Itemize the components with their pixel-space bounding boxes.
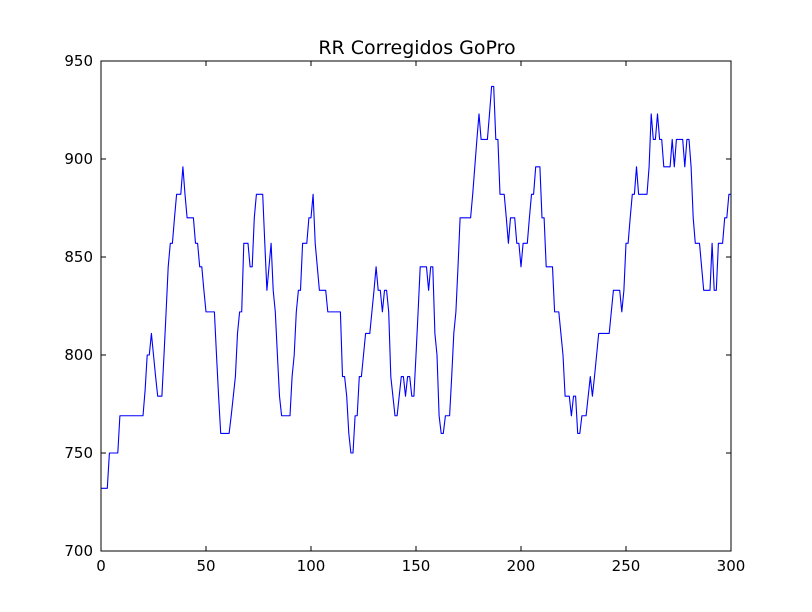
x-tick-label: 0 xyxy=(96,557,106,575)
y-tick-label: 900 xyxy=(64,150,93,168)
x-tick-label: 100 xyxy=(297,557,326,575)
plot-area: 0 50 100 150 200 250 300 700 750 800 850 900 950 xyxy=(64,52,745,575)
y-tick-label: 950 xyxy=(64,52,93,70)
series-line-0 xyxy=(101,85,731,489)
y-tick-label: 700 xyxy=(64,542,93,560)
x-tick-label: 200 xyxy=(507,557,536,575)
x-tick-label: 300 xyxy=(717,557,746,575)
y-tick-label: 750 xyxy=(64,444,93,462)
y-tick-label: 850 xyxy=(64,248,93,266)
y-tick-label: 800 xyxy=(64,346,93,364)
chart-title: RR Corregidos GoPro xyxy=(318,37,515,59)
x-tick-label: 150 xyxy=(402,557,431,575)
x-tick-label: 50 xyxy=(196,557,215,575)
x-tick-label: 250 xyxy=(612,557,641,575)
